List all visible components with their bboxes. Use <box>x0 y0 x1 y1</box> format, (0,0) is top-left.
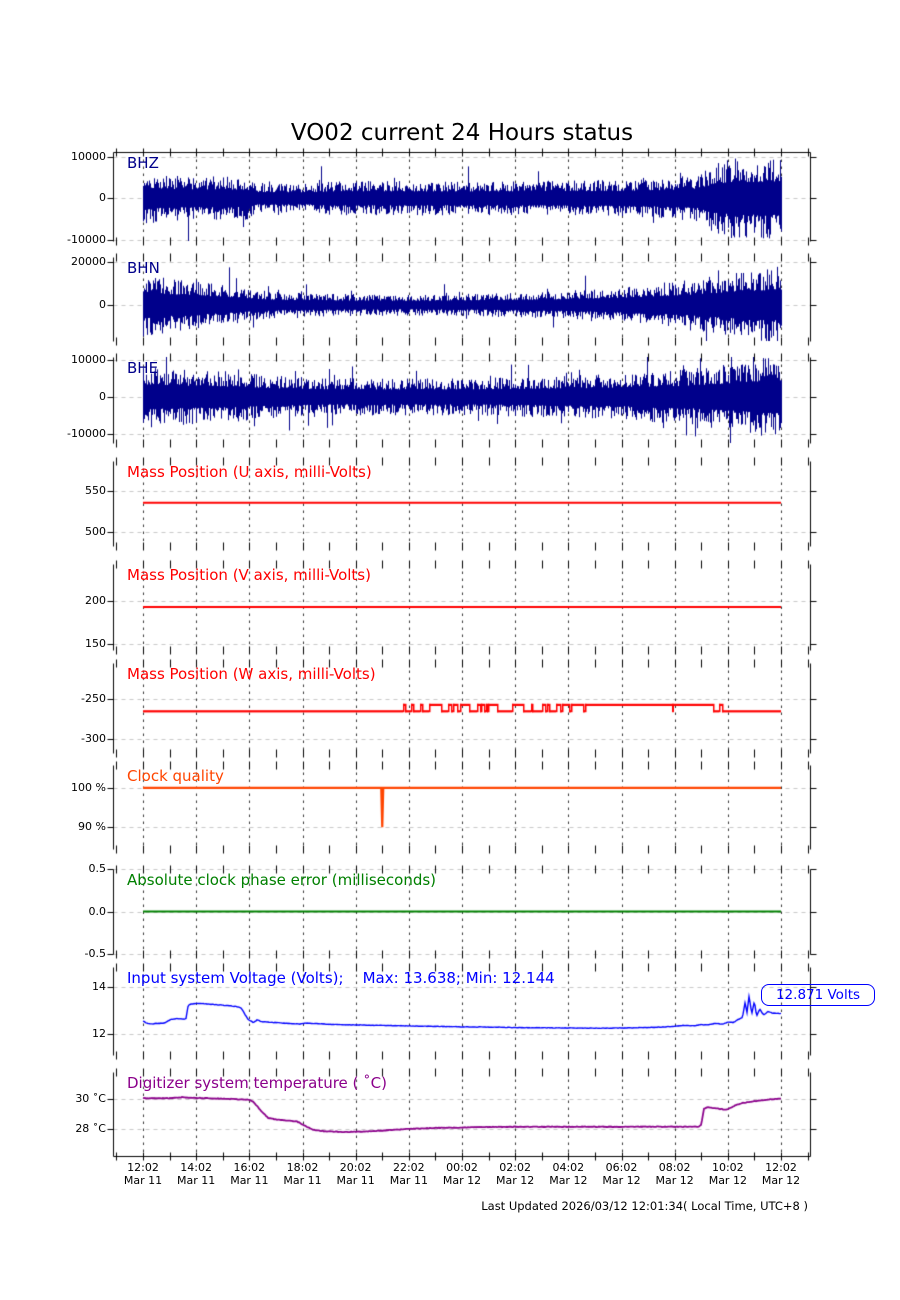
y-tick-label-mass-v-0: 200 <box>85 593 106 607</box>
x-tick-time: 00:02 <box>446 1161 478 1174</box>
x-tick-label-5: 22:02 Mar 11 <box>374 1161 444 1187</box>
x-tick-label-12: 12:02 Mar 12 <box>746 1161 816 1187</box>
y-tick-label-bhn-1: 0 <box>99 298 106 312</box>
panel-title-bhn: BHN <box>127 259 160 277</box>
x-tick-label-8: 04:02 Mar 12 <box>533 1161 603 1187</box>
x-tick-date: Mar 11 <box>230 1174 269 1187</box>
x-tick-date: Mar 12 <box>496 1174 535 1187</box>
y-tick-label-mass-w-1: -300 <box>81 732 106 746</box>
x-tick-time: 10:02 <box>711 1161 744 1174</box>
x-tick-date: Mar 11 <box>336 1174 375 1187</box>
panel-title-mass-w: Mass Position (W axis, milli-Volts) <box>127 665 376 683</box>
x-tick-label-4: 20:02 Mar 11 <box>321 1161 391 1187</box>
panel-title-voltage: Input system Voltage (Volts); Max: 13.63… <box>127 969 555 987</box>
x-tick-time: 18:02 <box>286 1161 319 1174</box>
y-tick-label-mass-w-0: -250 <box>81 692 106 706</box>
x-tick-time: 16:02 <box>233 1161 266 1174</box>
y-tick-label-bhn-0: 20000 <box>71 254 106 268</box>
y-tick-label-clock-phase-1: 0.0 <box>88 904 107 918</box>
x-tick-time: 20:02 <box>339 1161 372 1174</box>
x-tick-date: Mar 12 <box>549 1174 588 1187</box>
x-tick-date: Mar 12 <box>442 1174 482 1187</box>
x-tick-label-11: 10:02 Mar 12 <box>693 1161 763 1187</box>
x-tick-date: Mar 12 <box>761 1174 801 1187</box>
x-tick-time: 04:02 <box>552 1161 585 1174</box>
x-tick-date: Mar 11 <box>389 1174 428 1187</box>
y-tick-label-bhe-2: -10000 <box>67 426 106 440</box>
y-tick-label-clock-phase-0: 0.5 <box>88 862 107 875</box>
panel-title-temperature: Digitizer system temperature ( ˚C) <box>127 1074 387 1092</box>
y-tick-label-clock-phase-2: -0.5 <box>84 947 106 960</box>
y-tick-label-temperature-1: 28 ˚C <box>75 1122 106 1135</box>
y-tick-label-clock-quality-0: 100 % <box>71 780 106 794</box>
y-tick-label-mass-u-0: 550 <box>85 484 106 498</box>
x-tick-date: Mar 12 <box>655 1174 694 1187</box>
y-tick-label-bhe-0: 10000 <box>71 352 106 366</box>
y-tick-label-bhz-0: 10000 <box>71 149 106 163</box>
chart-title: VO02 current 24 Hours status <box>290 120 634 146</box>
y-tick-label-mass-u-1: 500 <box>85 525 106 539</box>
x-tick-label-10: 08:02 Mar 12 <box>640 1161 710 1187</box>
x-tick-label-7: 02:02 Mar 12 <box>480 1161 550 1187</box>
x-tick-label-9: 06:02 Mar 12 <box>587 1161 657 1187</box>
y-tick-label-voltage-0: 14 <box>92 979 106 993</box>
x-tick-time: 06:02 <box>605 1161 638 1174</box>
x-tick-date: Mar 11 <box>123 1174 163 1187</box>
x-tick-label-3: 18:02 Mar 11 <box>268 1161 338 1187</box>
x-tick-time: 12:02 <box>765 1161 797 1174</box>
panel-title-bhz: BHZ <box>127 154 159 172</box>
x-tick-time: 14:02 <box>180 1161 212 1174</box>
panel-title-mass-v: Mass Position (V axis, milli-Volts) <box>127 566 371 584</box>
x-tick-time: 08:02 <box>658 1161 691 1174</box>
y-tick-label-temperature-0: 30 ˚C <box>75 1092 106 1105</box>
x-tick-date: Mar 12 <box>708 1174 747 1187</box>
x-tick-label-0: 12:02 Mar 11 <box>108 1161 178 1187</box>
x-tick-date: Mar 11 <box>177 1174 216 1187</box>
y-tick-label-clock-quality-1: 90 % <box>78 820 106 834</box>
y-tick-label-voltage-1: 12 <box>92 1026 106 1040</box>
x-tick-label-6: 00:02 Mar 12 <box>427 1161 497 1187</box>
y-tick-label-bhe-1: 0 <box>99 389 106 403</box>
x-tick-time: 12:02 <box>127 1161 159 1174</box>
panel-title-mass-u: Mass Position (U axis, milli-Volts) <box>127 463 372 481</box>
x-tick-time: 22:02 <box>392 1161 425 1174</box>
voltage-annotation: 12.871 Volts <box>761 984 875 1006</box>
y-tick-label-bhz-1: 0 <box>99 191 106 205</box>
x-tick-label-2: 16:02 Mar 11 <box>214 1161 284 1187</box>
panel-title-clock-quality: Clock quality <box>127 767 224 785</box>
panel-title-clock-phase: Absolute clock phase error (milliseconds… <box>127 871 437 889</box>
x-tick-date: Mar 12 <box>602 1174 641 1187</box>
y-tick-label-bhz-2: -10000 <box>67 232 106 246</box>
panel-title-bhe: BHE <box>127 359 159 377</box>
footer-text: Last Updated 2026/03/12 12:01:34( Local … <box>481 1199 808 1213</box>
x-tick-date: Mar 11 <box>283 1174 322 1187</box>
x-tick-time: 02:02 <box>499 1161 531 1174</box>
y-tick-label-mass-v-1: 150 <box>85 636 106 650</box>
x-tick-label-1: 14:02 Mar 11 <box>161 1161 231 1187</box>
